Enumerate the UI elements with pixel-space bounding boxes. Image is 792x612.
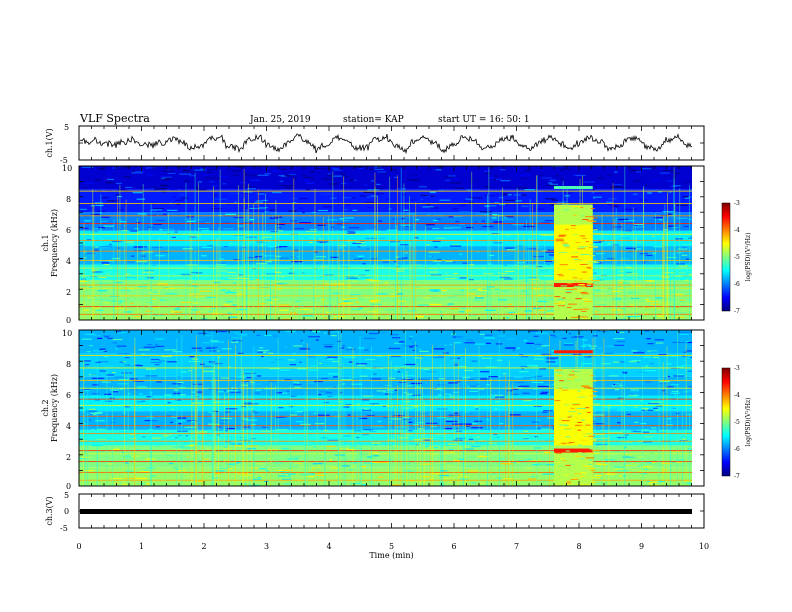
ch1-spectrogram-panel: 0 2 4 6 8 10 ch.1 Frequency (kHz) -3 -4 … [41,164,752,325]
ch1-ytick-2: 2 [66,288,71,297]
ch1-waveform-ticks [78,125,705,161]
xtick-1: 1 [139,542,144,551]
xtick-0: 0 [76,542,81,551]
time-xlabel: Time (min) [369,551,413,560]
xtick-2: 2 [201,542,206,551]
ch1-ytick-bottom: -5 [60,156,68,165]
ch2-colorbar [721,367,731,477]
xtick-9: 9 [639,542,644,551]
date-label: Jan. 25, 2019 [249,115,311,125]
ch1-spectrogram-ticks [78,165,705,321]
figure-title: VLF Spectra [79,112,150,125]
ch2-ytick-8: 8 [66,360,71,369]
xtick-3: 3 [264,542,269,551]
ch1-ytick-4: 4 [66,257,71,266]
ch2-cbar-tick-m7: -7 [734,473,740,480]
ch1-spectrogram [79,166,704,320]
ch2-ytick-2: 2 [66,453,71,462]
ch2-ytick-6: 6 [66,391,71,400]
start-time-label: start UT = 16: 50: 1 [438,115,530,125]
ch1-cbar-tick-m7: -7 [734,308,740,315]
ch2-cbar-tick-m5: -5 [734,419,740,426]
ch1-ytick-top: 5 [64,123,69,132]
ch2-cbar-tick-m3: -3 [734,365,740,372]
ch1-spectrogram-channel-label: ch.1 [41,234,50,251]
ch2-spectrogram-channel-label: ch.2 [41,399,50,416]
ch1-cbar-tick-m6: -6 [734,281,740,288]
ch2-ytick-0: 0 [66,482,71,491]
ch2-ytick-4: 4 [66,422,71,431]
ch2-cbar-tick-m6: -6 [734,446,740,453]
ch2-spectrogram-panel: 0 2 4 6 8 10 ch.2 Frequency (kHz) -3 -4 … [41,329,752,491]
ch2-frequency-ylabel: Frequency (kHz) [50,374,59,442]
xtick-10: 10 [699,542,709,551]
ch3-waveform-ticks [78,493,705,529]
xtick-7: 7 [514,542,519,551]
ch1-waveform-line [79,133,693,155]
ch1-ytick-8: 8 [66,195,71,204]
ch1-ytick-10: 10 [62,164,72,173]
ch3-ytick-mid: 0 [64,507,69,516]
ch1-frequency-ylabel: Frequency (kHz) [50,209,59,277]
ch3-flat-signal-line [80,509,692,514]
ch3-ytick-top: 5 [64,491,69,500]
ch1-waveform-ylabel: ch.1(V) [45,128,54,157]
ch2-colorbar-label: log(PSD)(V²/Hz) [745,398,752,447]
ch2-spectrogram-ticks [78,329,705,487]
ch1-colorbar [721,202,731,312]
xtick-5: 5 [389,542,394,551]
ch1-cbar-tick-m4: -4 [734,227,740,234]
ch1-colorbar-label: log(PSD)(V²/Hz) [745,233,752,282]
ch1-cbar-tick-m3: -3 [734,200,740,207]
xtick-4: 4 [326,542,331,551]
ch1-cbar-tick-m5: -5 [734,254,740,261]
xtick-6: 6 [451,542,456,551]
time-axis: 0 1 2 3 4 5 6 7 8 9 10 Time (min) [76,542,709,560]
ch1-waveform-frame [78,125,705,161]
ch2-cbar-tick-m4: -4 [734,392,740,399]
xtick-8: 8 [576,542,581,551]
ch1-ytick-0: 0 [66,316,71,325]
ch3-ytick-bottom: -5 [60,524,68,533]
ch2-ytick-10: 10 [62,329,72,338]
ch3-waveform-ylabel: ch.3(V) [45,496,54,525]
ch1-waveform-panel: 5 -5 ch.1(V) [45,123,705,165]
ch1-ytick-6: 6 [66,226,71,235]
ch3-waveform-panel: 5 0 -5 ch.3(V) [45,491,705,533]
station-label: station= KAP [343,115,404,125]
ch2-spectrogram [79,330,704,486]
